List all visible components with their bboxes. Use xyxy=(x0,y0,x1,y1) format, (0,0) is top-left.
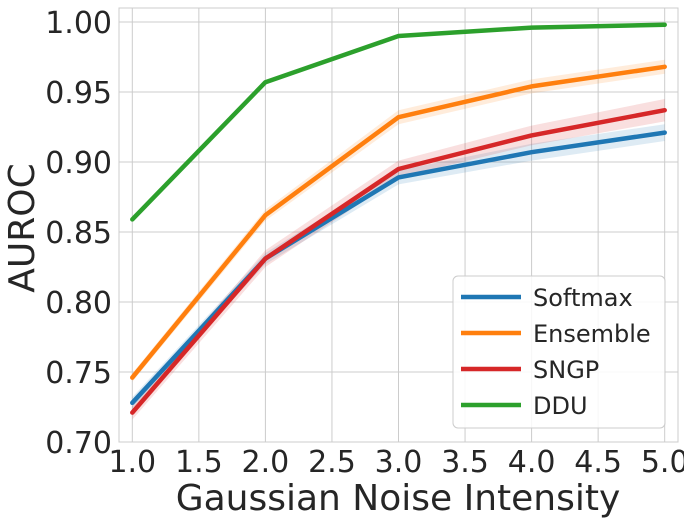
legend-label-ensemble: Ensemble xyxy=(533,320,651,348)
y-tick-label: 0.75 xyxy=(45,356,112,391)
legend-label-softmax: Softmax xyxy=(533,284,633,312)
x-tick-label: 5.0 xyxy=(641,445,684,480)
plot-frame xyxy=(118,7,679,443)
confidence-band-softmax xyxy=(132,124,665,409)
confidence-band-ensemble xyxy=(132,59,665,382)
y-tick-label: 1.00 xyxy=(45,6,112,41)
x-tick-label: 4.5 xyxy=(574,445,622,480)
y-tick-labels: 0.70 0.75 0.80 0.85 0.90 0.95 1.00 xyxy=(45,6,112,461)
x-tick-label: 3.5 xyxy=(441,445,489,480)
x-axis-title: Gaussian Noise Intensity xyxy=(176,478,621,519)
legend: Softmax Ensemble SNGP DDU xyxy=(452,275,666,429)
legend-box xyxy=(452,275,666,429)
legend-label-ddu: DDU xyxy=(533,392,588,420)
x-tick-label: 3.0 xyxy=(375,445,423,480)
x-tick-label: 4.0 xyxy=(508,445,556,480)
y-axis-title: AUROC xyxy=(2,163,43,292)
y-tick-label: 0.70 xyxy=(45,426,112,461)
y-tick-label: 0.80 xyxy=(45,286,112,321)
plot-area xyxy=(118,7,679,443)
x-tick-labels: 1.0 1.5 2.0 2.5 3.0 3.5 4.0 4.5 5.0 xyxy=(108,445,684,480)
x-tick-label: 1.5 xyxy=(175,445,223,480)
y-tick-label: 0.90 xyxy=(45,146,112,181)
x-tick-label: 2.5 xyxy=(308,445,356,480)
y-tick-label: 0.95 xyxy=(45,76,112,111)
x-tick-label: 2.0 xyxy=(242,445,290,480)
confidence-band-sngp xyxy=(132,99,665,420)
y-tick-label: 0.85 xyxy=(45,216,112,251)
x-tick-label: 1.0 xyxy=(108,445,156,480)
legend-label-sngp: SNGP xyxy=(533,356,599,384)
